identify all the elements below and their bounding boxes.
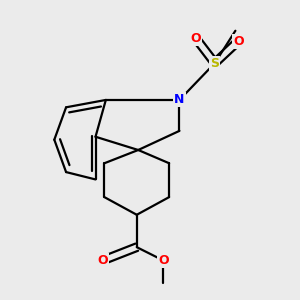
Text: S: S [210, 57, 219, 70]
Text: O: O [233, 34, 244, 48]
Text: O: O [190, 32, 201, 45]
Text: N: N [174, 93, 184, 106]
Text: O: O [98, 254, 108, 267]
Text: O: O [158, 254, 169, 267]
